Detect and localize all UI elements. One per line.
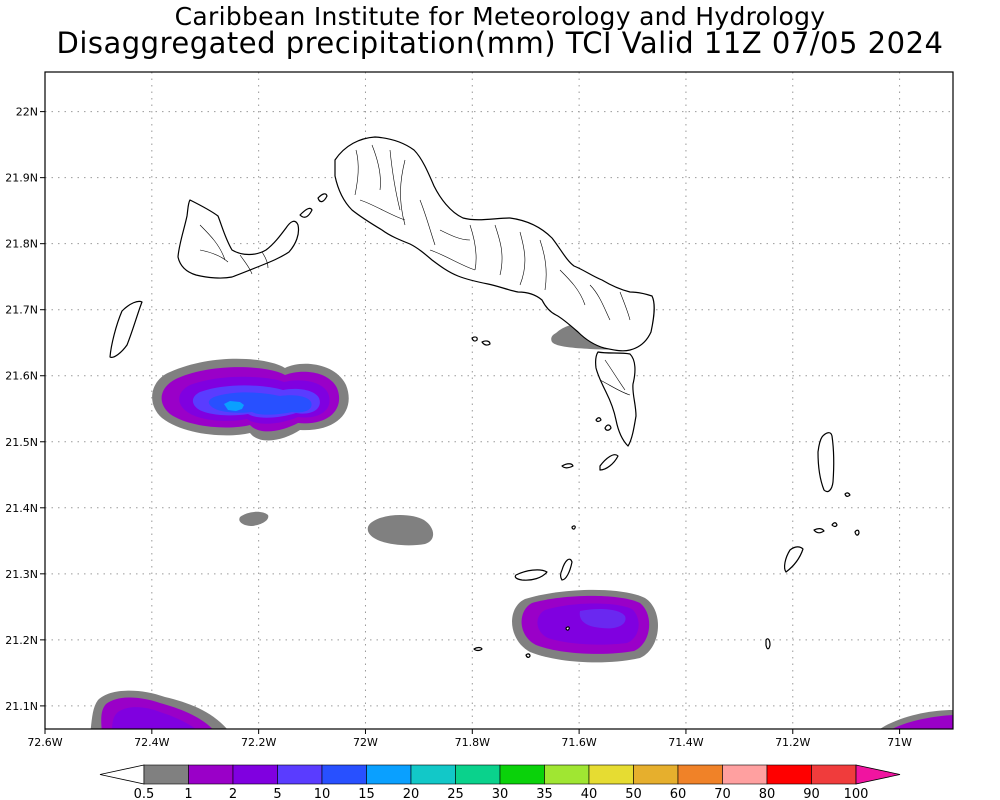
legend-label: 0.5 xyxy=(134,787,155,800)
x-tick-label: 71.4W xyxy=(668,736,703,749)
island-cay-d xyxy=(813,528,825,534)
island-south-caicos xyxy=(599,454,619,471)
legend-label: 2 xyxy=(229,787,237,800)
legend-above-arrow xyxy=(855,764,901,785)
legend-label: 15 xyxy=(358,787,375,800)
y-tick-label: 21.7N xyxy=(5,304,38,317)
legend-label: 80 xyxy=(759,787,776,800)
y-tick-label: 21.2N xyxy=(5,634,38,647)
island-cay-b xyxy=(604,424,612,431)
legend-swatch-11 xyxy=(633,764,679,785)
x-tick-label: 71.6W xyxy=(561,736,596,749)
island-east-caicos xyxy=(595,351,637,447)
legend-below-arrow xyxy=(99,764,145,785)
institute-title: Caribbean Institute for Meteorology and … xyxy=(174,2,826,31)
x-tick-label: 72W xyxy=(353,736,378,749)
legend-swatch-13 xyxy=(722,764,768,785)
legend-label: 5 xyxy=(273,787,281,800)
island-cay-m xyxy=(481,340,491,346)
legend-label: 10 xyxy=(314,787,331,800)
island-cay-j xyxy=(473,646,483,652)
island-big-ambergris xyxy=(559,558,573,581)
y-tick-label: 21.1N xyxy=(5,700,38,713)
island-cay-f xyxy=(854,529,860,536)
island-little-ambergris xyxy=(514,569,548,581)
legend-label: 90 xyxy=(803,787,820,800)
map-frame xyxy=(44,71,954,730)
y-tick-label: 21.8N xyxy=(5,238,38,251)
x-tick-label: 71.8W xyxy=(455,736,490,749)
precip-light-b xyxy=(239,511,269,526)
precip-cell-southeast-corner-contour-1 xyxy=(892,715,953,729)
x-tick-label: 71W xyxy=(887,736,912,749)
island-cay-k xyxy=(525,653,531,658)
legend-swatch-5 xyxy=(366,764,412,785)
legend-swatch-4 xyxy=(321,764,367,785)
island-pine-cay xyxy=(299,207,313,218)
legend-label: 30 xyxy=(492,787,509,800)
legend-swatch-10 xyxy=(588,764,634,785)
legend-label: 25 xyxy=(447,787,464,800)
island-cay-a xyxy=(561,463,574,469)
island-grand-turk xyxy=(817,432,835,493)
precip-cell-west-contour-10 xyxy=(208,392,312,415)
precipitation-layer xyxy=(90,322,953,729)
legend-swatch-14 xyxy=(766,764,812,785)
island-parrot-cay xyxy=(317,193,328,203)
x-tick-label: 72.6W xyxy=(27,736,62,749)
precip-cell-south-contour-5 xyxy=(579,608,626,629)
precip-cell-southwest-corner-contour-2 xyxy=(112,707,196,729)
district-boundaries xyxy=(199,144,631,396)
legend-label: 40 xyxy=(581,787,598,800)
x-tick-label: 72.4W xyxy=(134,736,169,749)
legend-label: 70 xyxy=(714,787,731,800)
legend-swatch-7 xyxy=(455,764,501,785)
x-tick-label: 72.2W xyxy=(241,736,276,749)
legend-label: 1 xyxy=(184,787,192,800)
legend-label: 35 xyxy=(536,787,553,800)
island-cay-n xyxy=(565,626,570,631)
legend-label: 60 xyxy=(670,787,687,800)
legend-swatch-8 xyxy=(499,764,545,785)
legend-label: 50 xyxy=(625,787,642,800)
island-cay-h xyxy=(571,525,576,530)
island-salt-cay xyxy=(784,546,804,573)
x-tick-label: 71.2W xyxy=(775,736,810,749)
legend-swatch-6 xyxy=(410,764,456,785)
legend-swatch-15 xyxy=(811,764,857,785)
legend-swatch-1 xyxy=(188,764,234,785)
island-west-caicos xyxy=(109,300,143,358)
legend-label: 100 xyxy=(844,787,869,800)
precip-cell-west-contour-15 xyxy=(224,401,244,411)
map-title: Disaggregated precipitation(mm) TCI Vali… xyxy=(56,26,944,60)
island-cay-g xyxy=(844,492,851,497)
legend-swatch-2 xyxy=(232,764,278,785)
legend-swatch-3 xyxy=(277,764,323,785)
latitude-axis: 22N 21.9N 21.8N 21.7N 21.6N 21.5N 21.4N 21.3N 21… xyxy=(5,106,45,713)
legend-swatch-0 xyxy=(143,764,189,785)
precip-light-a xyxy=(367,514,434,546)
island-cay-e xyxy=(831,522,838,528)
island-cay-l xyxy=(471,336,478,342)
color-legend: 0.5 1 2 5 10 15 20 25 30 35 40 50 60 70 80 90 100 xyxy=(99,764,901,800)
y-tick-label: 22N xyxy=(16,106,38,119)
y-tick-label: 21.6N xyxy=(5,370,38,383)
island-cay-i xyxy=(765,638,771,650)
legend-swatch-12 xyxy=(677,764,723,785)
legend-label: 20 xyxy=(403,787,420,800)
coastline-layer xyxy=(109,136,860,658)
island-cay-c xyxy=(595,417,602,423)
legend-swatch-9 xyxy=(544,764,590,785)
y-tick-label: 21.5N xyxy=(5,436,38,449)
y-tick-label: 21.9N xyxy=(5,172,38,185)
island-providenciales xyxy=(177,199,300,279)
y-tick-label: 21.3N xyxy=(5,568,38,581)
longitude-axis: 72.6W 72.4W 72.2W 72W 71.8W 71.6W 71.4W 71.2W 71… xyxy=(27,729,912,749)
y-tick-label: 21.4N xyxy=(5,502,38,515)
island-north-middle-caicos xyxy=(334,136,655,352)
